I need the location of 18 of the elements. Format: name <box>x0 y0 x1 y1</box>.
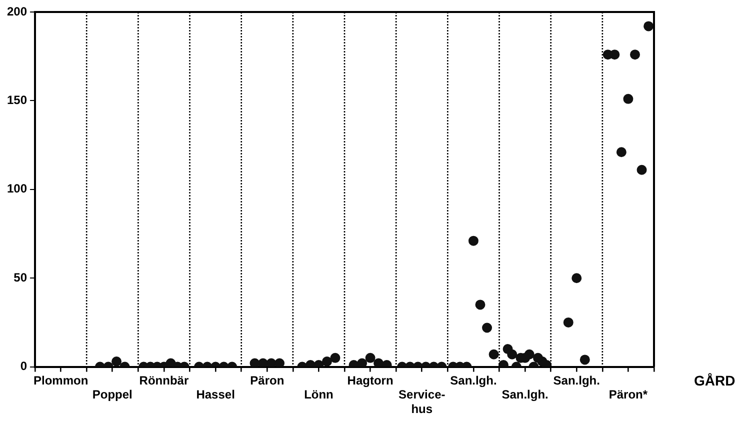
x-tick-label: San.lgh. <box>502 388 548 402</box>
y-tick-label: 50 <box>14 270 28 284</box>
x-tick-label: Hagtorn <box>347 373 394 388</box>
y-tick-label: 150 <box>6 93 28 108</box>
x-tick-label: Poppel <box>92 388 132 402</box>
x-tick-label: Service-hus <box>398 388 446 416</box>
x-tick-label: San.lgh. <box>553 373 600 388</box>
x-tick-label: Päron <box>250 373 284 388</box>
y-tick-label: 100 <box>6 182 28 196</box>
x-tick-label: Hassel <box>196 388 235 402</box>
x-tick-label: San.lgh. <box>450 373 497 388</box>
x-tick-label: Lönn <box>304 388 334 402</box>
y-tick-label: 200 <box>6 4 28 18</box>
x-axis-title: GÅRD <box>694 372 736 389</box>
x-tick-label: Rönnbär <box>139 373 189 388</box>
x-tick-label: Plommon <box>33 373 88 388</box>
x-tick-label: Päron* <box>608 388 648 402</box>
y-tick-label: 0 <box>20 359 28 374</box>
